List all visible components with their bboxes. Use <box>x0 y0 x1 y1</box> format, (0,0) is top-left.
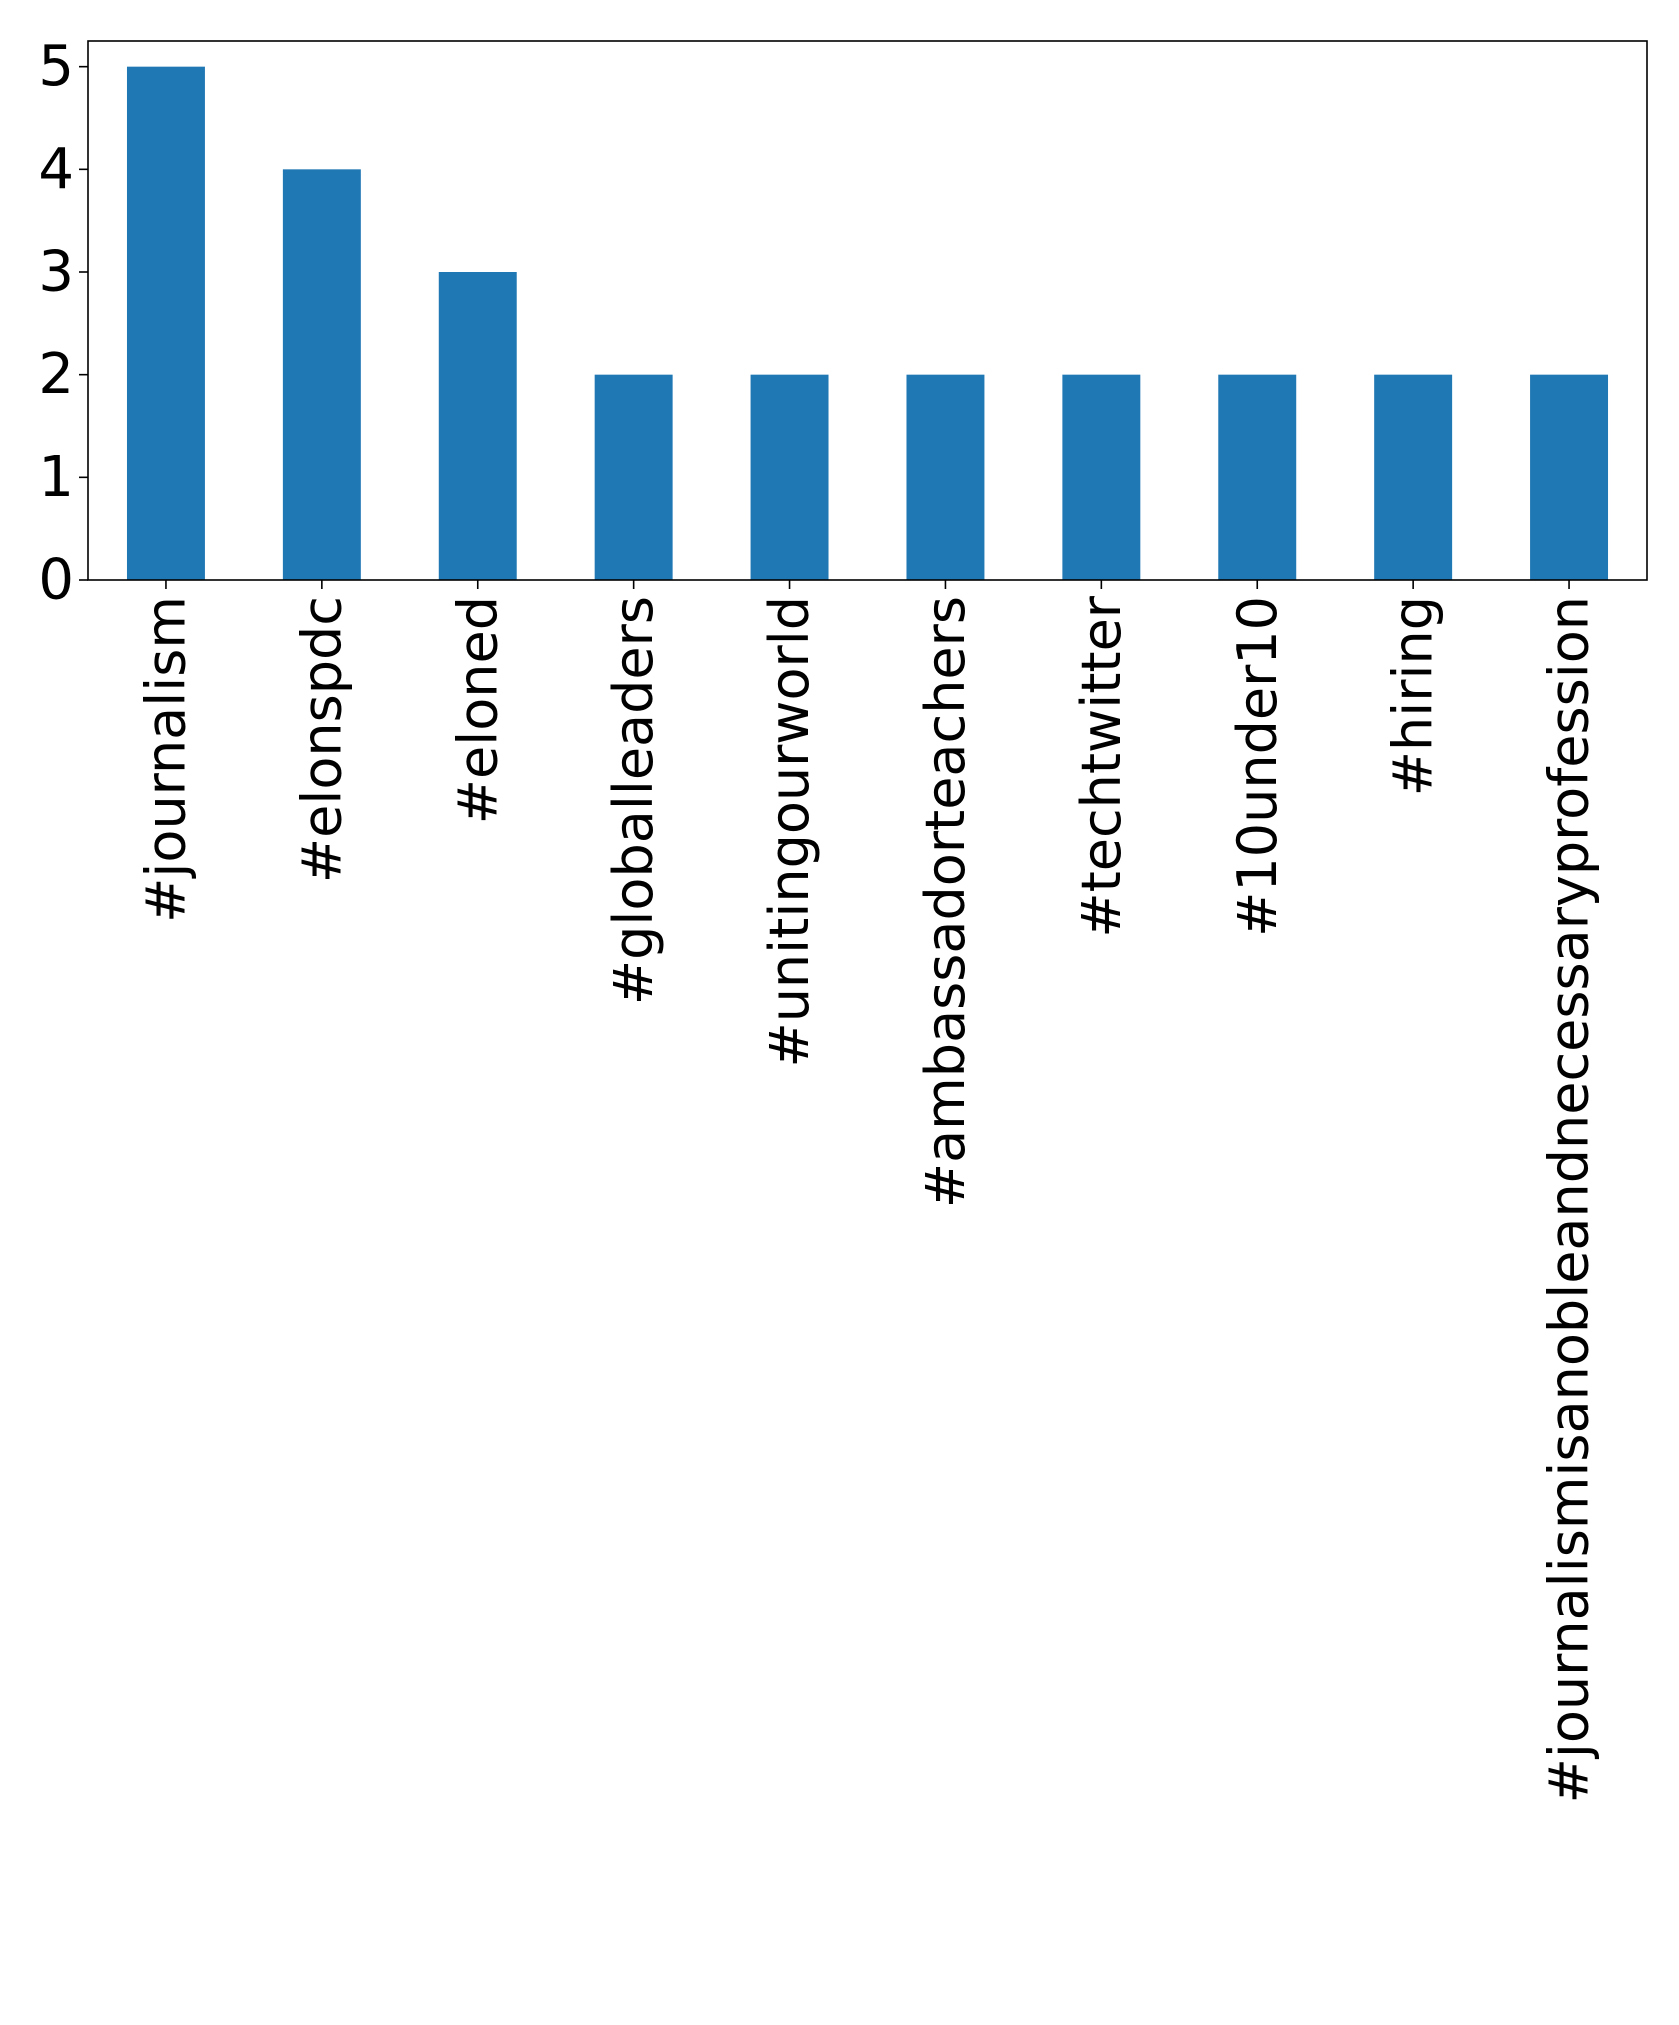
bar-6 <box>1062 374 1141 580</box>
bar-8 <box>1374 374 1453 580</box>
y-tick-label-3: 3 <box>38 240 74 305</box>
bars-group <box>126 66 1609 581</box>
y-tick-label-2: 2 <box>38 342 74 407</box>
x-tick-label-7: #10under10 <box>1226 596 1289 937</box>
y-tick-label-0: 0 <box>38 548 74 613</box>
x-tick-label-2: #eloned <box>446 596 509 824</box>
x-tick-label-3: #globalleaders <box>602 596 665 1005</box>
bar-4 <box>750 374 829 580</box>
bar-9 <box>1530 374 1609 580</box>
x-tick-label-8: #hiring <box>1382 596 1445 796</box>
bar-5 <box>906 374 985 580</box>
y-axis: 0 1 2 3 4 5 <box>38 34 88 613</box>
x-tick-label-4: #unitingourworld <box>758 596 821 1068</box>
x-tick-label-0: #journalism <box>134 596 197 923</box>
y-tick-label-1: 1 <box>38 445 74 510</box>
x-tick-label-1: #elonspdc <box>290 596 353 883</box>
bar-3 <box>594 374 673 580</box>
bar-2 <box>438 272 517 580</box>
plot-frame <box>87 40 1648 581</box>
bar-7 <box>1218 374 1297 580</box>
y-tick-label-5: 5 <box>38 34 74 99</box>
x-tick-label-5: #ambassadorteachers <box>914 596 977 1208</box>
x-tick-label-6: #techtwitter <box>1070 595 1133 937</box>
bar-1 <box>282 169 361 581</box>
bar-0 <box>126 66 205 580</box>
y-tick-label-4: 4 <box>38 137 74 202</box>
x-tick-label-9: #journalismisanobleandnecessaryprofessio… <box>1538 596 1601 1803</box>
x-axis: #journalism #elonspdc #eloned #globalleader… <box>134 580 1601 1803</box>
